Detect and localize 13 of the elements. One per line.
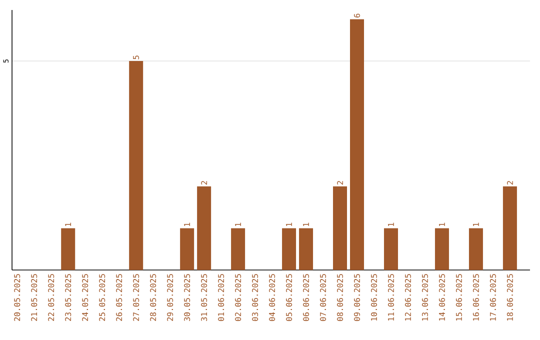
bar <box>350 19 364 270</box>
bar <box>333 186 348 270</box>
bar <box>502 186 517 270</box>
bar <box>299 228 314 270</box>
bar <box>61 228 76 270</box>
bar <box>434 228 449 270</box>
bar <box>468 228 483 270</box>
bar <box>129 60 144 270</box>
bar <box>197 186 212 270</box>
bar <box>231 228 246 270</box>
bar <box>180 228 194 270</box>
bar <box>384 228 398 270</box>
bar <box>282 228 296 270</box>
